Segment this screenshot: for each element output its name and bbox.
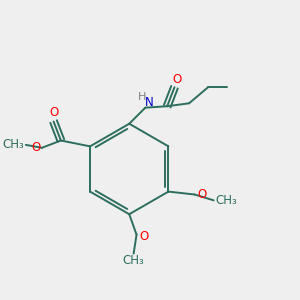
Text: CH₃: CH₃ <box>3 138 24 152</box>
Text: CH₃: CH₃ <box>123 254 145 267</box>
Text: O: O <box>31 141 40 154</box>
Text: H: H <box>138 92 147 102</box>
Text: O: O <box>197 188 206 201</box>
Text: O: O <box>173 73 182 85</box>
Text: O: O <box>139 230 148 243</box>
Text: O: O <box>49 106 58 119</box>
Text: CH₃: CH₃ <box>215 194 237 207</box>
Text: N: N <box>144 96 153 109</box>
